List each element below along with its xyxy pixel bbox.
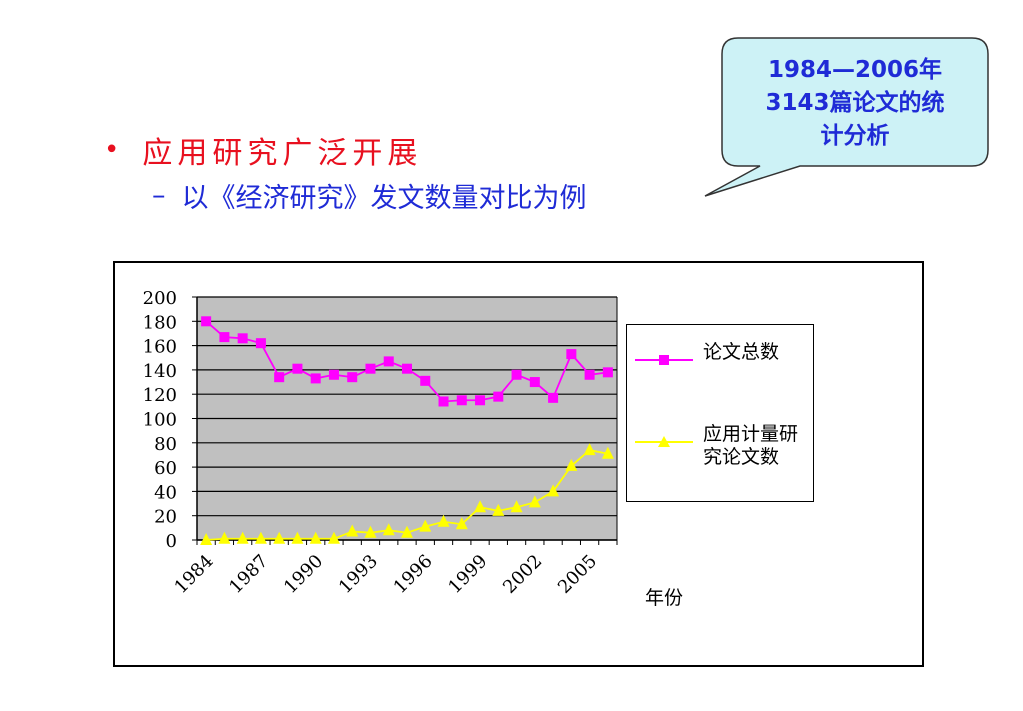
legend-label-applied: 应用计量研究论文数 [703, 423, 799, 468]
bullet-title: 应用研究广泛开展 [142, 136, 423, 171]
sub-bullet: – 以《经济研究》发文数量对比为例 [152, 176, 587, 215]
y-tick-label: 0 [166, 531, 177, 552]
data-point-applied [401, 525, 413, 538]
x-tick-label: 1987 [225, 551, 272, 598]
data-point-applied [510, 500, 523, 513]
data-point-total [438, 396, 449, 407]
data-point-applied [382, 523, 395, 536]
data-point-total [402, 363, 412, 374]
data-point-applied [492, 503, 505, 516]
y-tick-label: 20 [154, 507, 177, 528]
data-point-total [347, 372, 358, 383]
data-point-total [456, 395, 467, 406]
data-point-total [219, 332, 230, 343]
x-tick-label: 1996 [390, 551, 437, 598]
data-point-total [201, 316, 212, 327]
data-point-total [511, 369, 522, 380]
data-point-applied [309, 531, 322, 544]
data-point-applied [364, 525, 377, 538]
data-point-applied [437, 514, 450, 527]
data-point-applied [254, 531, 267, 544]
data-point-applied [218, 531, 231, 544]
legend-label-total: 论文总数 [703, 341, 780, 363]
x-tick-label: 1984 [170, 551, 217, 598]
x-axis-label: 年份 [645, 587, 684, 609]
x-tick-label: 1990 [280, 551, 327, 598]
data-point-total [475, 395, 486, 406]
x-tick-label: 2005 [554, 551, 601, 598]
data-point-total [529, 377, 540, 388]
data-point-applied [528, 495, 541, 508]
data-point-applied [419, 519, 432, 532]
data-point-applied [327, 531, 340, 544]
callout-line-2: 3143篇论文的统 [765, 90, 945, 116]
data-point-applied [291, 531, 304, 544]
data-point-total [328, 369, 339, 380]
data-point-applied [565, 458, 578, 471]
x-tick-label: 1999 [444, 551, 491, 598]
main-bullet: • 应用研究广泛开展 [104, 128, 422, 172]
data-point-applied [346, 524, 359, 537]
callout-line-3: 计分析 [820, 123, 890, 149]
callout-line-1: 1984—2006年 [767, 57, 943, 83]
legend-marker-square [635, 355, 693, 365]
data-point-total [292, 363, 303, 374]
data-point-total [493, 391, 504, 402]
data-point-applied [547, 484, 560, 497]
x-tick-label: 1993 [335, 551, 382, 598]
data-point-applied [601, 446, 614, 459]
data-point-applied [273, 531, 286, 544]
data-point-applied [583, 443, 596, 456]
data-point-total [420, 375, 431, 386]
y-tick-label: 40 [154, 482, 177, 503]
data-point-total [365, 363, 376, 374]
data-point-total [602, 367, 613, 378]
data-point-total [255, 338, 266, 349]
data-point-total [310, 373, 321, 384]
chart-legend: 论文总数 应用计量研究论文数 [626, 324, 814, 502]
data-point-total [548, 392, 559, 403]
y-tick-label: 120 [143, 385, 177, 406]
data-point-applied [474, 500, 487, 513]
x-tick-label: 2002 [499, 551, 546, 598]
y-tick-label: 180 [143, 312, 177, 333]
data-point-total [274, 372, 285, 383]
sub-bullet-text: 以《经济研究》发文数量对比为例 [181, 183, 587, 214]
y-tick-label: 200 [143, 288, 177, 309]
data-point-total [237, 333, 248, 344]
data-point-applied [455, 517, 468, 530]
y-tick-label: 100 [143, 410, 177, 431]
y-tick-label: 140 [143, 361, 177, 382]
legend-item-total: 论文总数 [635, 341, 813, 371]
y-tick-label: 60 [154, 458, 177, 479]
y-tick-label: 80 [154, 434, 177, 455]
legend-marker-triangle [635, 436, 693, 447]
data-point-applied [200, 533, 213, 545]
callout-text: 1984—2006年 3143篇论文的统 计分析 [722, 54, 988, 153]
data-point-total [383, 356, 394, 367]
sub-dash: – [152, 180, 166, 211]
bullet-dot: • [104, 135, 125, 165]
data-point-total [566, 349, 577, 360]
data-point-total [584, 369, 595, 380]
legend-item-applied: 应用计量研究论文数 [635, 423, 813, 469]
data-point-applied [236, 531, 249, 544]
y-tick-label: 160 [143, 337, 177, 358]
